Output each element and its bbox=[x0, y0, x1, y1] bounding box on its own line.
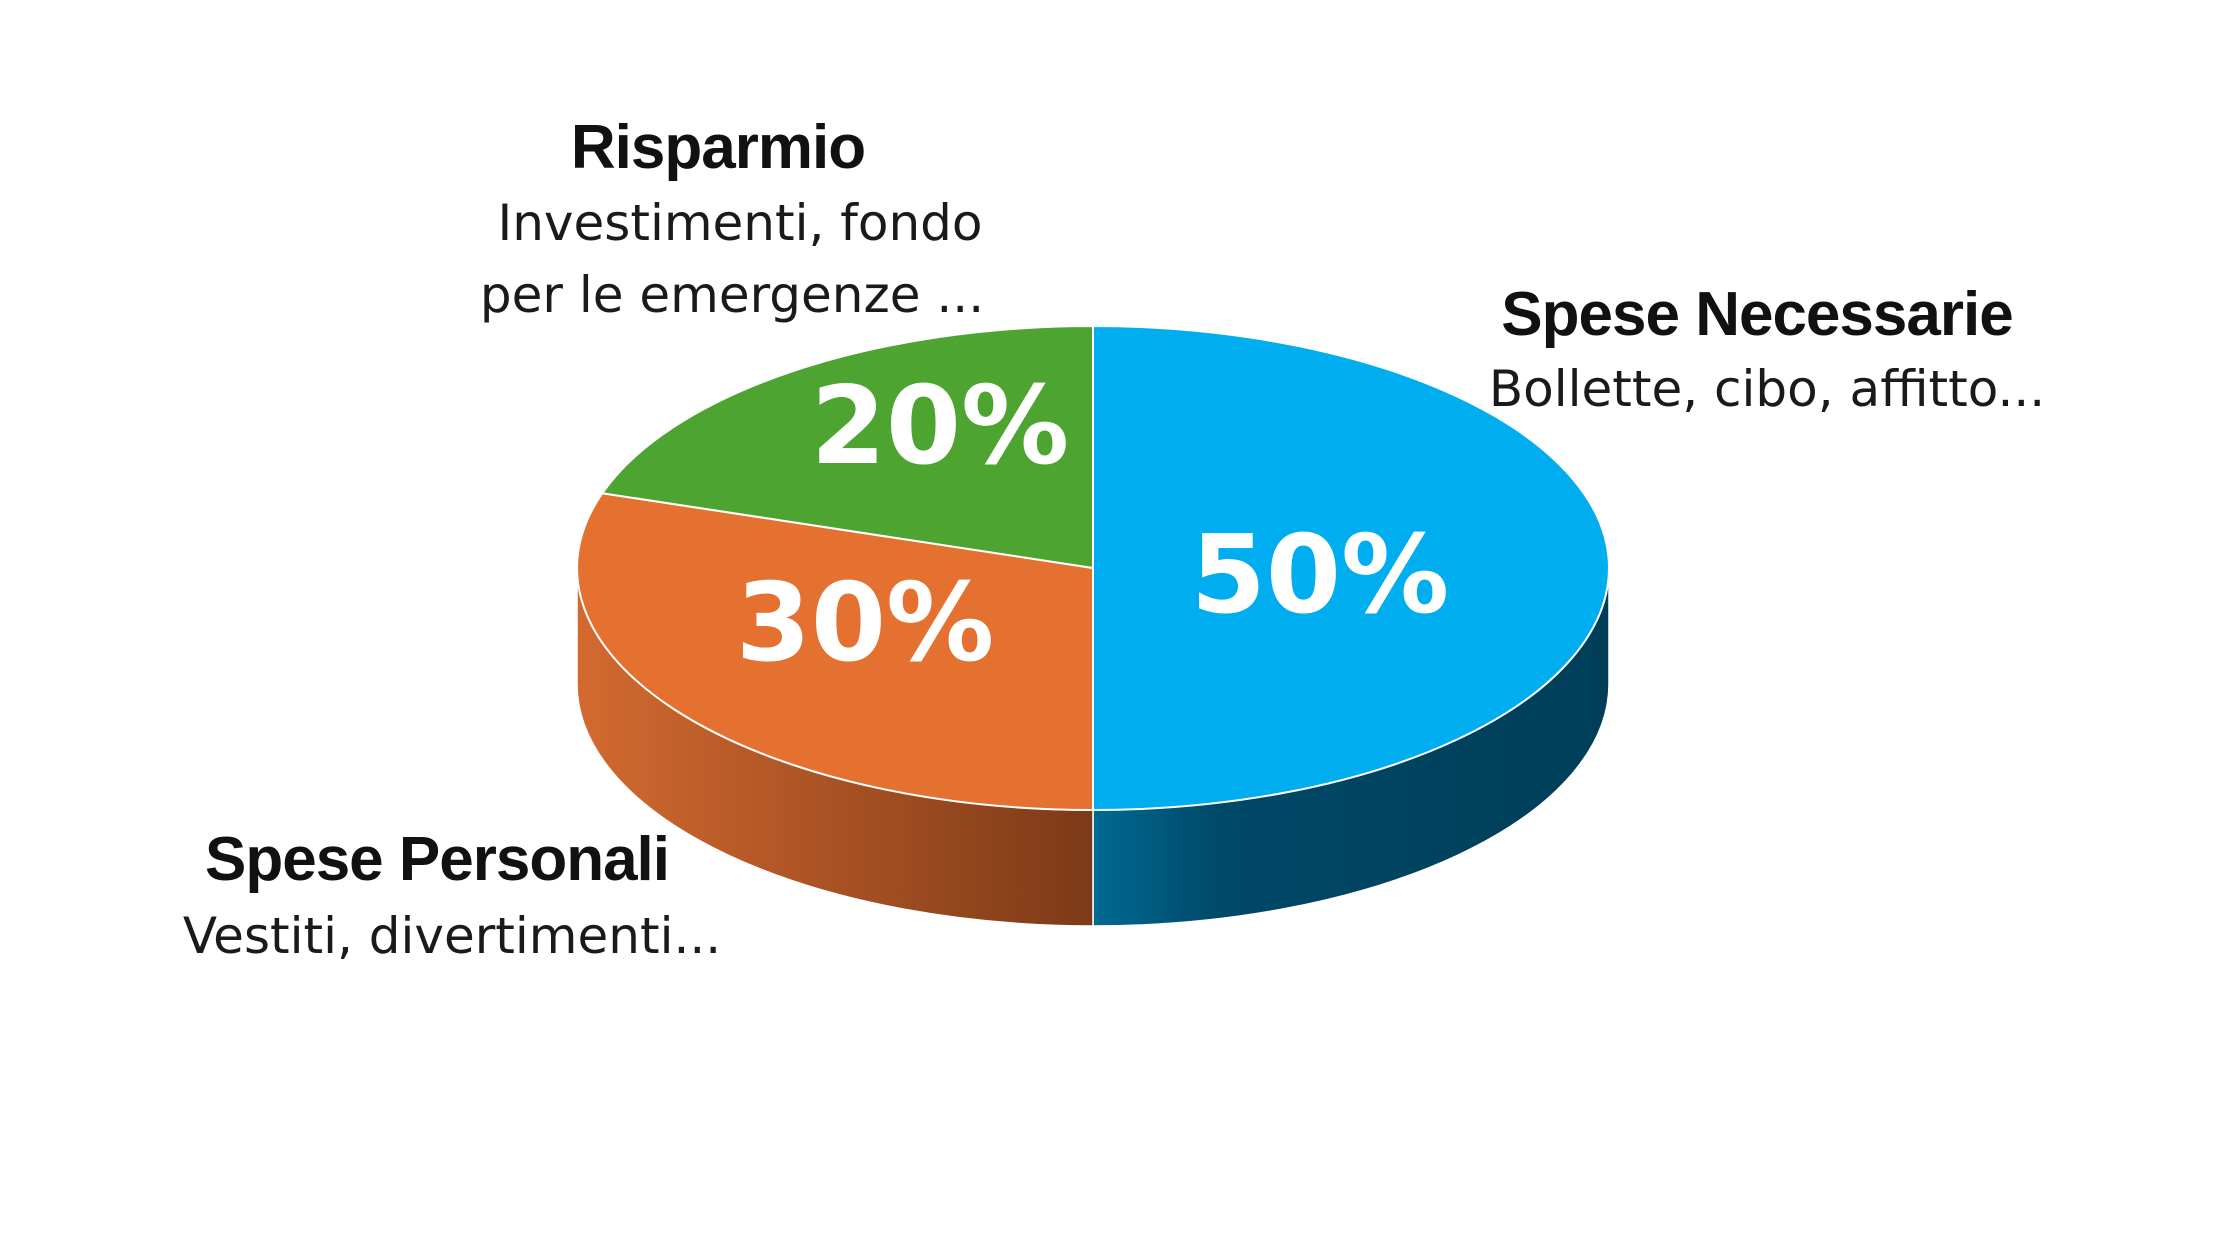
category-description: per le emergenze ... bbox=[480, 266, 984, 324]
category-description: Investimenti, fondo bbox=[498, 194, 983, 252]
value-label-risparmio: 20% bbox=[811, 364, 1070, 489]
category-title: Spese Personali bbox=[205, 825, 669, 894]
category-description: Vestiti, divertimenti... bbox=[183, 907, 721, 965]
value-label-spese-personali: 30% bbox=[736, 561, 995, 686]
category-label-spese-necessarie: Spese Necessarie Bollette, cibo, affitto… bbox=[1489, 280, 2045, 418]
value-label-spese-necessarie: 50% bbox=[1191, 513, 1450, 638]
category-description: Bollette, cibo, affitto... bbox=[1489, 360, 2045, 418]
slice-risparmio bbox=[600, 324, 1094, 570]
slice-spese-necessarie bbox=[1092, 324, 1610, 812]
category-label-spese-personali: Spese Personali Vestiti, divertimenti... bbox=[183, 825, 721, 965]
category-title: Risparmio bbox=[571, 113, 865, 182]
slice-spese-personali bbox=[576, 492, 1094, 812]
pie-tops bbox=[576, 324, 1610, 812]
value-labels: 50% 30% 20% bbox=[736, 364, 1450, 686]
category-title: Spese Necessarie bbox=[1501, 280, 2012, 349]
category-label-risparmio: Risparmio Investimenti, fondo per le eme… bbox=[480, 113, 984, 324]
